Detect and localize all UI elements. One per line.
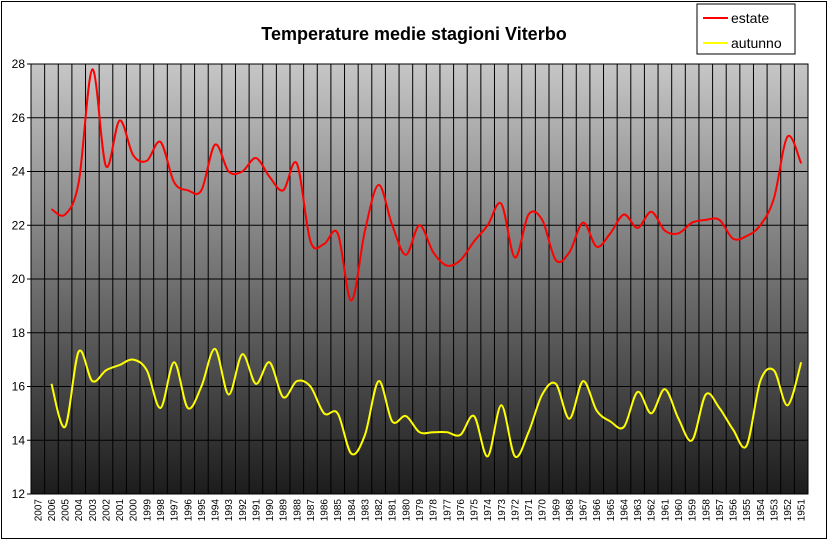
xtick-label-1972: 1972: [510, 499, 521, 522]
xtick-label-1964: 1964: [619, 499, 630, 522]
series-line-autunno: [50, 347, 803, 459]
xtick-label-1969: 1969: [551, 499, 562, 522]
xtick-label-1994: 1994: [211, 499, 222, 522]
xtick-label-1988: 1988: [292, 499, 303, 522]
xtick-label-1956: 1956: [729, 499, 740, 522]
xtick-label-1960: 1960: [674, 499, 685, 522]
xtick-label-1984: 1984: [347, 499, 358, 522]
xtick-label-1983: 1983: [360, 499, 371, 522]
xtick-label-1993: 1993: [224, 499, 235, 522]
xtick-label-2007: 2007: [33, 499, 44, 522]
xtick-label-1963: 1963: [633, 499, 644, 522]
xtick-label-1987: 1987: [306, 499, 317, 522]
xtick-label-1961: 1961: [660, 499, 671, 522]
xtick-label-1968: 1968: [565, 499, 576, 522]
xtick-label-1978: 1978: [429, 499, 440, 522]
series-line-estate: [50, 68, 803, 302]
xtick-label-1955: 1955: [742, 499, 753, 522]
y-axis-tick-labels: 12 14 16 18 20 22 24 26 28: [12, 57, 31, 501]
xtick-label-1951: 1951: [797, 499, 808, 522]
xtick-label-1954: 1954: [756, 499, 767, 522]
xtick-label-2003: 2003: [88, 499, 99, 522]
xtick-label-2002: 2002: [101, 499, 112, 522]
ytick-label-16: 16: [12, 380, 26, 394]
xtick-label-1998: 1998: [156, 499, 167, 522]
xtick-label-1976: 1976: [456, 499, 467, 522]
xtick-label-2005: 2005: [61, 499, 72, 522]
xtick-label-1957: 1957: [715, 499, 726, 522]
xtick-label-1981: 1981: [388, 499, 399, 522]
xtick-label-1977: 1977: [442, 499, 453, 522]
ytick-label-24: 24: [12, 165, 26, 179]
xtick-label-1990: 1990: [265, 499, 276, 522]
legend-box: [696, 3, 796, 55]
xtick-label-1995: 1995: [197, 499, 208, 522]
legend-label-autunno: autunno: [731, 35, 782, 51]
xtick-label-1992: 1992: [238, 499, 249, 522]
xtick-label-1974: 1974: [483, 499, 494, 522]
xtick-label-1967: 1967: [579, 499, 590, 522]
xtick-label-2006: 2006: [47, 499, 58, 522]
xtick-label-1989: 1989: [279, 499, 290, 522]
xtick-label-1982: 1982: [374, 499, 385, 522]
xtick-label-1991: 1991: [251, 499, 262, 522]
xtick-label-2004: 2004: [74, 499, 85, 522]
xtick-label-1980: 1980: [401, 499, 412, 522]
xtick-label-1970: 1970: [538, 499, 549, 522]
legend-label-estate: estate: [731, 10, 769, 26]
xtick-label-1958: 1958: [701, 499, 712, 522]
ytick-label-12: 12: [12, 487, 26, 501]
chart-title: Temperature medie stagioni Viterbo: [261, 24, 566, 44]
xtick-label-1952: 1952: [783, 499, 794, 522]
x-axis-tick-labels: 2007 2006 2005 2004 2003 2002 2001 2000 1999 1998…: [33, 499, 807, 522]
xtick-label-1979: 1979: [415, 499, 426, 522]
xtick-label-1959: 1959: [688, 499, 699, 522]
xtick-label-1962: 1962: [647, 499, 658, 522]
xtick-label-2001: 2001: [115, 499, 126, 522]
xtick-label-1965: 1965: [606, 499, 617, 522]
xtick-label-1986: 1986: [320, 499, 331, 522]
ytick-label-28: 28: [12, 57, 26, 71]
xtick-label-1997: 1997: [170, 499, 181, 522]
legend: estate autunno: [696, 3, 796, 55]
xtick-label-2000: 2000: [129, 499, 140, 522]
xtick-label-1985: 1985: [333, 499, 344, 522]
xtick-label-1971: 1971: [524, 499, 535, 522]
series-lines: [50, 68, 803, 459]
xtick-label-1975: 1975: [470, 499, 481, 522]
xtick-label-1973: 1973: [497, 499, 508, 522]
xtick-label-1996: 1996: [183, 499, 194, 522]
xtick-label-1966: 1966: [592, 499, 603, 522]
xtick-label-1953: 1953: [769, 499, 780, 522]
xtick-label-1999: 1999: [142, 499, 153, 522]
ytick-label-22: 22: [12, 218, 26, 232]
ytick-label-14: 14: [12, 433, 26, 447]
ytick-label-26: 26: [12, 111, 26, 125]
ytick-label-18: 18: [12, 326, 26, 340]
ytick-label-20: 20: [12, 272, 26, 286]
